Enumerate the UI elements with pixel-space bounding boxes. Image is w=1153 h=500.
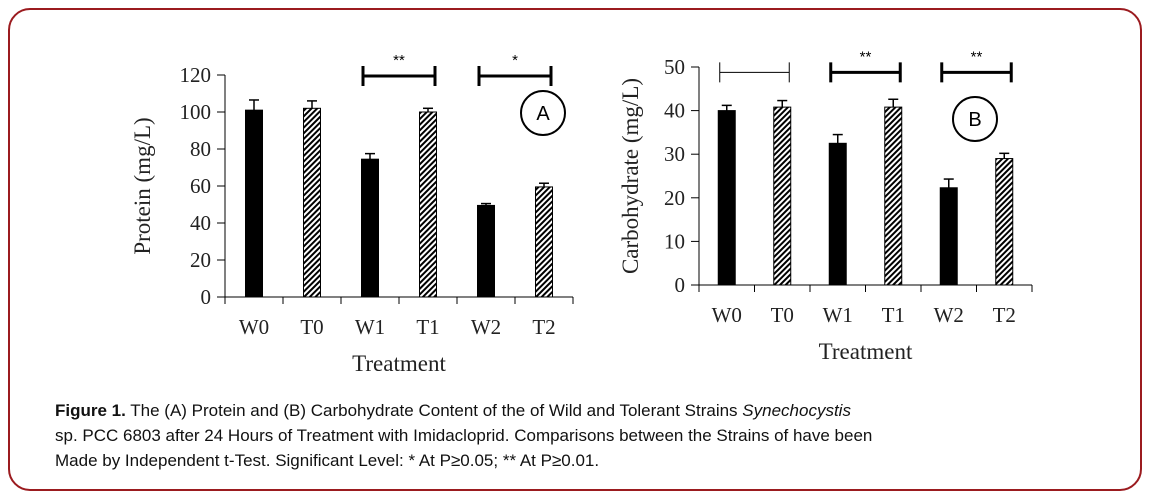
significance-label: ** [860, 48, 872, 65]
caption-text-3: Made by Independent t-Test. Significant … [55, 451, 600, 470]
caption-text-1: The (A) Protein and (B) Carbohydrate Con… [125, 401, 743, 420]
bar-T0 [303, 107, 321, 298]
y-tick-label: 0 [201, 285, 212, 309]
y-tick-label: 40 [190, 211, 211, 235]
caption-text-2: sp. PCC 6803 after 24 Hours of Treatment… [55, 426, 873, 445]
bar-T2 [995, 158, 1014, 286]
panel-label-circle [520, 90, 566, 136]
x-tick-label: T0 [300, 315, 323, 339]
bar-W1 [828, 142, 847, 286]
panel-label-circle [952, 96, 998, 142]
carbohydrate-chart: 0 10 20 30 40 50 W0 T0 W1 T1 W2 T2 Treatment Carbohyd… [618, 48, 1033, 364]
bar-T0 [773, 106, 792, 286]
figure-frame [8, 8, 1142, 491]
panel-label: A [536, 103, 550, 125]
y-axis-label: Carbohydrate (mg/L) [618, 78, 643, 274]
y-tick-label: 30 [664, 142, 685, 166]
y-tick-label: 80 [190, 137, 211, 161]
x-tick-label: W0 [712, 303, 742, 327]
significance-label: ** [393, 52, 405, 69]
x-tick-label: T1 [882, 303, 905, 327]
y-tick-label: 40 [664, 99, 685, 123]
y-tick-label: 100 [180, 100, 212, 124]
y-axis-label: Protein (mg/L) [130, 117, 155, 254]
bar-W0 [717, 110, 736, 286]
y-tick-label: 10 [664, 229, 685, 253]
y-tick-label: 0 [675, 273, 686, 297]
y-tick-label: 50 [664, 55, 685, 79]
bar-W2 [477, 204, 495, 298]
significance-label: ** [971, 48, 983, 65]
x-tick-label: T2 [993, 303, 1016, 327]
y-tick-label: 20 [664, 186, 685, 210]
x-tick-label: T0 [771, 303, 794, 327]
x-tick-label: T2 [532, 315, 555, 339]
x-tick-label: W1 [355, 315, 385, 339]
bar-T1 [419, 111, 437, 298]
x-axis-label: Treatment [352, 351, 446, 376]
x-tick-label: W1 [823, 303, 853, 327]
x-tick-label: W2 [934, 303, 964, 327]
caption-label: Figure 1. [55, 401, 126, 420]
y-tick-label: 120 [180, 63, 212, 87]
caption-species: Synechocystis [742, 401, 851, 420]
x-axis-label: Treatment [819, 339, 913, 364]
bar-T2 [535, 186, 553, 298]
protein-chart: 0 20 40 60 80 100 120 W0 T0 W1 T1 W2 T2 Treatment Prot… [130, 52, 574, 376]
bar-W2 [939, 187, 958, 286]
panel-label: B [968, 109, 981, 131]
x-tick-label: W0 [239, 315, 269, 339]
y-tick-label: 20 [190, 248, 211, 272]
bar-T1 [884, 106, 903, 286]
x-tick-label: W2 [471, 315, 501, 339]
bar-W1 [361, 158, 379, 298]
figure-caption: Figure 1. The (A) Protein and (B) Carboh… [55, 398, 1115, 473]
x-tick-label: T1 [416, 315, 439, 339]
bar-W0 [245, 109, 263, 298]
significance-label: * [512, 52, 518, 69]
y-tick-label: 60 [190, 174, 211, 198]
